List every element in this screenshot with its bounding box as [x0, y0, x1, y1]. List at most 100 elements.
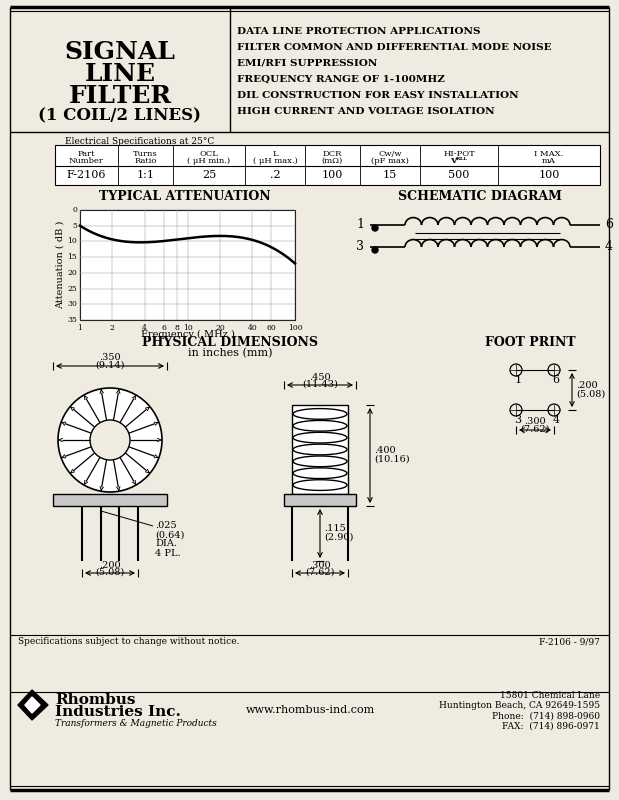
Text: 100: 100: [288, 324, 302, 332]
Text: 20: 20: [215, 324, 225, 332]
Text: in inches (mm): in inches (mm): [188, 348, 272, 358]
Text: DIA.: DIA.: [155, 539, 177, 549]
Text: I MAX.: I MAX.: [534, 150, 564, 158]
Text: (7.62): (7.62): [520, 425, 550, 434]
Text: OCL: OCL: [199, 150, 219, 158]
Text: 20: 20: [67, 269, 77, 277]
Text: .300: .300: [524, 418, 546, 426]
Text: .450: .450: [309, 373, 331, 382]
Text: 6: 6: [552, 375, 560, 385]
Circle shape: [372, 225, 378, 231]
Text: .200: .200: [99, 561, 121, 570]
Text: 4: 4: [142, 324, 147, 332]
Text: 1:1: 1:1: [137, 170, 155, 181]
Text: 0: 0: [72, 206, 77, 214]
Text: .200: .200: [576, 381, 597, 390]
Text: (2.90): (2.90): [324, 533, 353, 542]
Text: 100: 100: [322, 170, 343, 181]
Text: (pF max): (pF max): [371, 157, 409, 165]
Text: 4: 4: [552, 415, 560, 425]
Text: 3: 3: [356, 241, 364, 254]
Text: www.rhombus-ind.com: www.rhombus-ind.com: [245, 705, 374, 715]
Text: mA: mA: [542, 157, 556, 165]
Bar: [284, 494, 356, 506]
Text: 15801 Chemical Lane: 15801 Chemical Lane: [500, 691, 600, 701]
Text: 500: 500: [448, 170, 470, 181]
Text: DCR: DCR: [323, 150, 342, 158]
Text: SCHEMATIC DIAGRAM: SCHEMATIC DIAGRAM: [398, 190, 562, 203]
Text: Rhombus: Rhombus: [55, 693, 136, 707]
Polygon shape: [18, 690, 48, 720]
Text: .350: .350: [99, 354, 121, 362]
Polygon shape: [25, 697, 40, 713]
Text: (7.62): (7.62): [305, 567, 335, 577]
Text: 100: 100: [539, 170, 560, 181]
Text: (mΩ): (mΩ): [322, 157, 343, 165]
Bar: [53, 494, 167, 506]
Text: Phone:  (714) 898-0960: Phone: (714) 898-0960: [492, 711, 600, 721]
Text: .025: .025: [155, 522, 176, 530]
Text: 25: 25: [67, 285, 77, 293]
Text: 3: 3: [514, 415, 522, 425]
Text: 30: 30: [67, 300, 77, 308]
Text: .2: .2: [270, 170, 280, 181]
Text: .115: .115: [324, 524, 346, 533]
Text: 5: 5: [72, 222, 77, 230]
Text: Number: Number: [69, 157, 104, 165]
Text: 25: 25: [202, 170, 216, 181]
Text: 6: 6: [161, 324, 166, 332]
Circle shape: [58, 388, 162, 492]
Text: ( μH min.): ( μH min.): [188, 157, 230, 165]
Text: 1: 1: [356, 218, 364, 231]
Text: FILTER COMMON AND DIFFERENTIAL MODE NOISE: FILTER COMMON AND DIFFERENTIAL MODE NOIS…: [237, 42, 552, 51]
Text: 15: 15: [383, 170, 397, 181]
Text: 1: 1: [514, 375, 522, 385]
Bar: [55, 145, 600, 185]
Text: 1: 1: [77, 324, 82, 332]
Text: Specifications subject to change without notice.: Specifications subject to change without…: [18, 638, 240, 646]
Text: Attenuation ( dB ): Attenuation ( dB ): [56, 221, 64, 309]
Text: F-2106: F-2106: [67, 170, 106, 181]
Text: Ratio: Ratio: [134, 157, 157, 165]
Text: (11.43): (11.43): [302, 379, 338, 389]
Text: 35: 35: [67, 316, 77, 324]
Text: EMI/RFI SUPPRESSION: EMI/RFI SUPPRESSION: [237, 58, 378, 67]
Text: .400: .400: [374, 446, 396, 455]
Text: Industries Inc.: Industries Inc.: [55, 705, 181, 719]
Text: Transformers & Magnetic Products: Transformers & Magnetic Products: [55, 718, 217, 727]
Bar: [292, 405, 348, 494]
Text: (1 COIL/2 LINES): (1 COIL/2 LINES): [38, 107, 202, 125]
Text: SIGNAL: SIGNAL: [64, 40, 175, 64]
Text: HI-POT: HI-POT: [443, 150, 475, 158]
Text: Turns: Turns: [133, 150, 158, 158]
Text: DATA LINE PROTECTION APPLICATIONS: DATA LINE PROTECTION APPLICATIONS: [237, 26, 480, 35]
Text: Vᴿᴸᴸ: Vᴿᴸᴸ: [451, 157, 467, 165]
Text: Electrical Specifications at 25°C: Electrical Specifications at 25°C: [65, 137, 214, 146]
Text: FAX:  (714) 896-0971: FAX: (714) 896-0971: [502, 722, 600, 730]
Text: Part: Part: [78, 150, 95, 158]
Circle shape: [372, 247, 378, 253]
Text: Huntington Beach, CA 92649-1595: Huntington Beach, CA 92649-1595: [439, 702, 600, 710]
Text: Cw/w: Cw/w: [378, 150, 402, 158]
Text: L: L: [272, 150, 278, 158]
Text: TYPICAL ATTENUATION: TYPICAL ATTENUATION: [99, 190, 271, 203]
Text: ( μH max.): ( μH max.): [253, 157, 297, 165]
Text: 10: 10: [67, 238, 77, 246]
Text: 40: 40: [248, 324, 257, 332]
Text: 4 PL.: 4 PL.: [155, 549, 181, 558]
Text: (10.16): (10.16): [374, 455, 410, 464]
Text: (0.64): (0.64): [155, 530, 184, 539]
Text: LINE: LINE: [85, 62, 155, 86]
Text: FREQUENCY RANGE OF 1-100MHZ: FREQUENCY RANGE OF 1-100MHZ: [237, 74, 445, 83]
Text: Vᴿᴸᴸ: Vᴿᴸᴸ: [451, 157, 467, 165]
Text: FOOT PRINT: FOOT PRINT: [485, 335, 575, 349]
Text: F-2106 - 9/97: F-2106 - 9/97: [539, 638, 600, 646]
Text: 10: 10: [183, 324, 193, 332]
Bar: [80, 210, 295, 320]
Text: FILTER: FILTER: [69, 84, 171, 108]
Text: DIL CONSTRUCTION FOR EASY INSTALLATION: DIL CONSTRUCTION FOR EASY INSTALLATION: [237, 90, 519, 99]
Text: Frequency ( MHz ): Frequency ( MHz ): [141, 330, 235, 338]
Text: 15: 15: [67, 253, 77, 261]
Text: 4: 4: [605, 241, 613, 254]
Text: HIGH CURRENT AND VOLTAGE ISOLATION: HIGH CURRENT AND VOLTAGE ISOLATION: [237, 106, 495, 115]
